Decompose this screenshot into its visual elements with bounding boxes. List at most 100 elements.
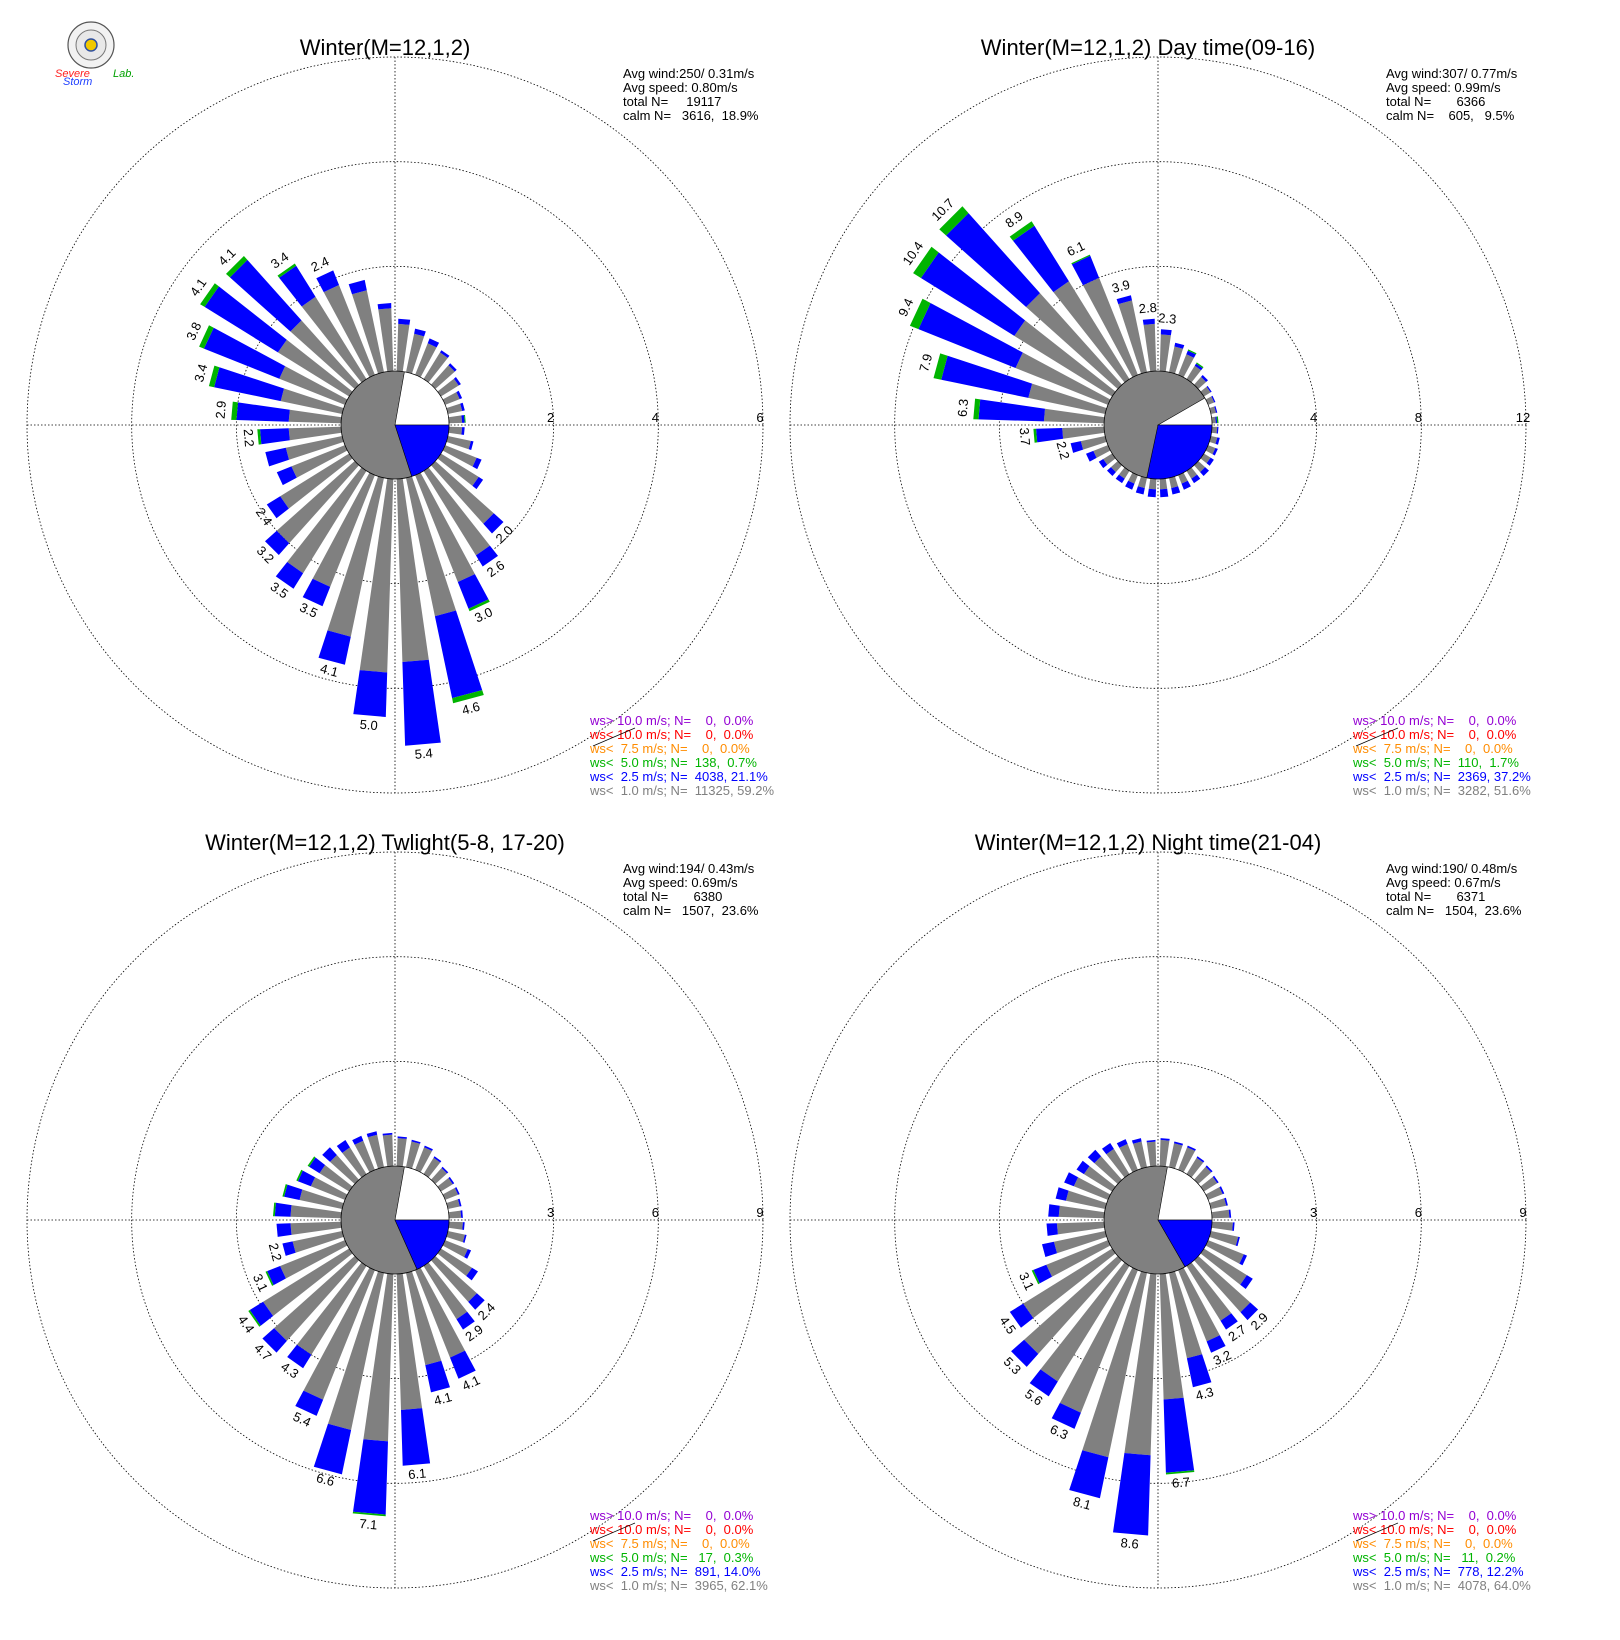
- bar-segment-lt50: [208, 365, 220, 388]
- legend-entry-5: ws< 2.5 m/s; N= 2369, 37.2%: [1352, 769, 1531, 784]
- bar-segment-lt1: [1200, 1248, 1247, 1285]
- ring-tick-label: 9: [756, 1205, 763, 1220]
- bar-segment-lt1: [288, 409, 342, 424]
- bar-segment-lt1: [1133, 1141, 1147, 1169]
- bar-segment-lt25: [1235, 1236, 1240, 1247]
- bar-segment-lt25: [1187, 1145, 1196, 1151]
- bar-segment-lt50: [307, 1156, 316, 1167]
- wind-bar-275deg: 6.3: [955, 398, 1105, 424]
- wind-bar-95deg: [1211, 1221, 1235, 1231]
- bar-segment-lt25: [466, 1267, 478, 1281]
- wind-bar-75deg: [1209, 1197, 1228, 1209]
- bar-segment-lt25: [1064, 1172, 1079, 1187]
- bar-segment-lt25: [453, 377, 461, 386]
- bar-segment-lt1: [301, 296, 367, 383]
- bar-segment-lt25: [1206, 1335, 1226, 1353]
- bar-segment-lt1: [280, 453, 353, 509]
- bar-segment-lt50: [1009, 221, 1035, 241]
- wind-bar-145deg: 2.6: [423, 467, 507, 580]
- wind-bar-85deg: [1211, 1209, 1232, 1219]
- bar-segment-lt50: [1196, 362, 1204, 369]
- bar-segment-lt25: [282, 1241, 296, 1256]
- wind-bar-205deg: 6.3: [1048, 1267, 1138, 1443]
- bar-segment-lt25: [1215, 416, 1218, 424]
- wind-bar-145deg: [1186, 467, 1201, 484]
- bar-segment-lt1: [448, 426, 463, 435]
- bar-segment-lt1: [423, 352, 448, 383]
- ring-1: [998, 265, 1318, 585]
- bar-segment-lt25: [1071, 255, 1100, 286]
- bar-segment-lt1: [1194, 1166, 1212, 1184]
- wind-bar-245deg: 3.1: [250, 1240, 348, 1294]
- bar-value-label: 3.1: [250, 1271, 271, 1294]
- bar-value-label: 4.1: [432, 1389, 453, 1408]
- bar-segment-lt25: [284, 1184, 303, 1200]
- bar-segment-lt25: [203, 327, 286, 379]
- bar-value-label: 7.9: [916, 352, 935, 373]
- wind-bar-65deg: [1205, 1186, 1225, 1200]
- wind-bar-175deg: 5.4: [396, 478, 441, 762]
- legend-entry-6: ws< 1.0 m/s; N= 4078, 64.0%: [1352, 1578, 1531, 1593]
- ring-tick-label: 2: [547, 410, 554, 425]
- bar-segment-lt1: [1128, 472, 1138, 484]
- wind-rose-panel-3: 3 6 92.42.94.14.16.17.16.65.44.34.74.43.12…: [26, 830, 768, 1593]
- bar-segment-lt50: [1165, 1470, 1195, 1475]
- bar-segment-lt50: [273, 1202, 276, 1217]
- wind-bar-65deg: [1205, 395, 1216, 405]
- logo-text-storm: Storm: [63, 76, 92, 88]
- wind-bar-345deg: 3.9: [1110, 277, 1147, 374]
- bar-segment-lt25: [1181, 480, 1191, 490]
- bar-segment-lt25: [1036, 428, 1064, 443]
- bar-segment-lt25: [1239, 1254, 1247, 1266]
- wind-bar-5deg: 2.3: [1158, 310, 1177, 372]
- bar-segment-lt1: [299, 1189, 344, 1209]
- wind-bar-175deg: 6.1: [396, 1273, 431, 1482]
- legend-entry-1: ws> 10.0 m/s; N= 0, 0.0%: [1352, 713, 1517, 728]
- bar-value-label: 6.7: [1171, 1474, 1190, 1491]
- bar-value-label: 3.5: [297, 600, 320, 621]
- wind-bar-305deg: [1076, 1160, 1116, 1192]
- bar-segment-lt1: [1194, 1256, 1251, 1313]
- bar-segment-lt1: [342, 1147, 367, 1178]
- bar-segment-lt1: [1124, 1273, 1157, 1456]
- wind-bar-125deg: [437, 453, 484, 490]
- calm-slice-lt25: [394, 424, 450, 477]
- wind-bar-95deg: [1211, 426, 1219, 434]
- bar-segment-lt25: [1186, 1354, 1212, 1388]
- bar-segment-lt25: [262, 1328, 287, 1353]
- wind-bar-75deg: [1209, 406, 1218, 414]
- wind-bar-115deg: [442, 1240, 472, 1259]
- bar-segment-lt25: [1174, 1141, 1183, 1146]
- wind-rose-panel-1: 2 4 62.02.63.04.65.45.04.13.53.53.22.42.22…: [26, 35, 774, 798]
- wind-bar-65deg: [442, 390, 463, 405]
- bar-segment-lt25: [322, 1147, 337, 1162]
- bar-segment-lt25: [1116, 1139, 1128, 1148]
- ring-tick-label: 12: [1516, 410, 1530, 425]
- bar-segment-lt1: [1209, 406, 1216, 414]
- bar-segment-lt25: [1191, 474, 1201, 484]
- bar-segment-lt25: [1098, 459, 1108, 469]
- calm-slice-blank: [394, 1166, 450, 1221]
- wind-bar-205deg: 5.4: [291, 1267, 375, 1430]
- bar-segment-lt1: [1205, 445, 1216, 455]
- bar-segment-lt1: [1118, 467, 1130, 479]
- bar-segment-lt50: [199, 325, 214, 349]
- bar-segment-lt1: [1118, 300, 1147, 374]
- wind-bar-295deg: [296, 1169, 348, 1200]
- wind-bar-185deg: 8.6: [1113, 1273, 1157, 1552]
- panel-title: Winter(M=12,1,2): [300, 35, 471, 60]
- bar-value-label: 6.1: [1064, 238, 1087, 259]
- ring-tick-label: 6: [652, 1205, 659, 1220]
- bar-segment-lt1: [1028, 383, 1107, 414]
- wind-bar-155deg: 4.1: [415, 1267, 482, 1394]
- severe-storm-lab-logo: Severe Storm Lab.: [55, 21, 134, 88]
- bar-segment-lt50: [265, 1271, 274, 1286]
- stat-line-4: calm N= 605, 9.5%: [1386, 108, 1515, 123]
- bar-segment-lt25: [1224, 1197, 1228, 1206]
- bar-segment-lt1: [448, 415, 463, 424]
- bar-segment-lt25: [433, 1156, 442, 1163]
- bar-segment-lt1: [1110, 461, 1122, 473]
- wind-bar-185deg: 7.1: [352, 1273, 394, 1533]
- wind-bar-305deg: 4.1: [187, 275, 353, 397]
- wind-bar-115deg: [442, 445, 482, 470]
